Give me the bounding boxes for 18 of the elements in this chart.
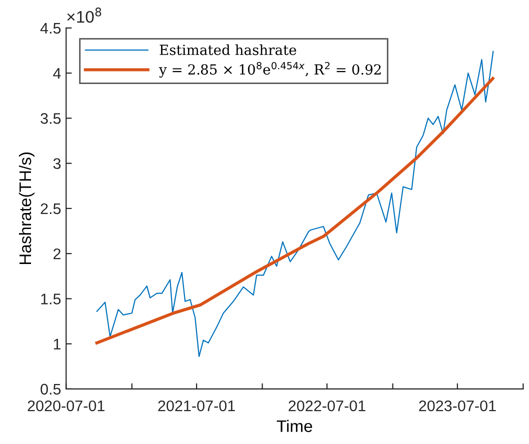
y-tick-label: 0.5 bbox=[40, 384, 61, 395]
y-tick-label: 3.5 bbox=[40, 113, 61, 124]
x-tick-label: 2020-07-01 bbox=[28, 400, 104, 412]
text: ×10$^{8}$ bbox=[67, 8, 102, 23]
x-tick-label: 2021-07-01 bbox=[158, 400, 235, 412]
y-tick-label: 4 bbox=[53, 68, 61, 79]
y-tick-label: 2 bbox=[54, 248, 60, 260]
x-axis-title: Time bbox=[276, 420, 312, 432]
legend-label: y = 2.85 × 10$^{8}$e$^{0.454x}$, R$^{2}$ = 0.92 bbox=[158, 62, 381, 78]
y-tick-label: 3 bbox=[53, 158, 61, 170]
y-tick-label: 2.5 bbox=[40, 203, 61, 214]
x-tick-label: 2023-07-01 bbox=[419, 400, 496, 412]
y-tick-label: 4.5 bbox=[40, 22, 61, 34]
legend-label: Estimated hashrate bbox=[160, 44, 296, 56]
x-tick-label: 2022-07-01 bbox=[288, 400, 366, 412]
y-tick-label: 1 bbox=[54, 338, 61, 350]
y-axis-title: Hashrate(TH/s) bbox=[18, 152, 34, 264]
y-tick-label: 1.5 bbox=[41, 294, 61, 304]
